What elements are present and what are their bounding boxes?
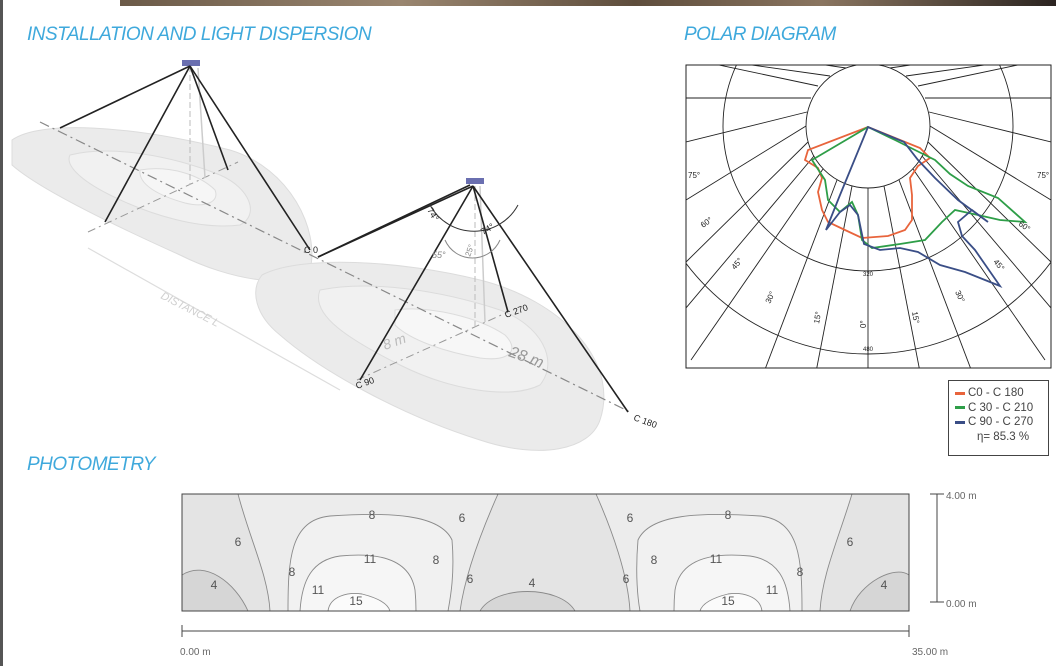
legend-swatch-blue: [955, 420, 965, 424]
legend-swatch-green: [955, 406, 965, 410]
legend-label: C0 - C 180: [968, 387, 1024, 400]
contour-label: 11: [710, 552, 723, 566]
polar-tick-30-right: 30°: [953, 289, 966, 304]
luminaire-left: [182, 60, 200, 66]
installation-diagram: C 0 C 90 C 270 C 180 74° 74° 55° 25° DIS…: [11, 60, 658, 451]
contour-label: 15: [721, 594, 735, 608]
contour-label: 8: [725, 508, 732, 522]
contour-label: 8: [797, 565, 804, 579]
contour-label: 8: [651, 553, 658, 567]
contour-label: 11: [364, 552, 377, 566]
polar-tick-60-left: 60°: [699, 215, 714, 229]
polar-frame: [685, 64, 1052, 369]
polar-ring-value-480: 480: [863, 347, 874, 353]
x-axis-start: 0.00 m: [180, 647, 211, 658]
y-axis-bottom: 0.00 m: [946, 599, 977, 610]
polar-tick-75-left: 75°: [688, 171, 700, 180]
contour-label: 6: [627, 511, 634, 525]
contour-label: 4: [881, 578, 888, 592]
polar-tick-0: 0°: [859, 320, 868, 328]
contour-label: 6: [623, 572, 630, 586]
polar-tick-45-left: 45°: [730, 256, 745, 271]
distance-label: DISTANCE L: [159, 290, 221, 330]
plane-label-c0: C 0: [304, 245, 318, 255]
polar-tick-45-right: 45°: [991, 258, 1006, 273]
header-photo-strip: [120, 0, 1056, 6]
isolux-area: [182, 494, 909, 611]
polar-curve-c30-c210: [810, 125, 1028, 249]
contour-label: 6: [467, 572, 474, 586]
contour-label: 11: [766, 583, 779, 597]
angle-label-tilt: 25°: [463, 243, 476, 257]
y-axis-top: 4.00 m: [946, 491, 977, 502]
contour-label: 6: [847, 535, 854, 549]
polar-tick-30-left: 30°: [764, 290, 777, 305]
contour-label: 8: [433, 553, 440, 567]
legend-item-c90-c270: C 90 - C 270: [955, 415, 1048, 430]
polar-tick-60-right: 60°: [1017, 219, 1032, 233]
legend-swatch-orange: [955, 391, 965, 395]
polar-curve-c0-c180: [803, 126, 932, 239]
luminaire-right: [466, 178, 484, 184]
polar-tick-75-right: 75°: [1037, 171, 1049, 180]
legend-item-c30-c210: C 30 - C 210: [955, 401, 1048, 416]
efficiency-value: η= 85.3 %: [977, 430, 1030, 443]
angle-label-inner: 55°: [432, 250, 446, 260]
contour-label: 8: [369, 508, 376, 522]
legend-label: C 30 - C 210: [968, 401, 1034, 414]
polar-ring-value-320: 320: [863, 272, 874, 278]
light-dispersion-area-left: [11, 127, 313, 282]
polar-tick-15-right: 15°: [910, 311, 921, 324]
legend-label: C 90 - C 270: [968, 416, 1034, 429]
contour-label: 6: [459, 511, 466, 525]
angle-label-left: 74°: [425, 206, 441, 223]
polar-curve-c90-c270: [825, 125, 1003, 288]
plane-label-c180: C 180: [632, 412, 658, 430]
polar-heading: POLAR DIAGRAM: [684, 24, 836, 45]
isolux-frame: [181, 493, 910, 612]
contour-label: 8: [289, 565, 296, 579]
legend-item-c0-c180: C0 - C 180: [955, 386, 1048, 401]
contour-label: 4: [529, 576, 536, 590]
contour-label: 11: [312, 583, 325, 597]
contour-label: 6: [235, 535, 242, 549]
contour-label: 15: [349, 594, 363, 608]
photometry-heading: PHOTOMETRY: [27, 454, 156, 475]
x-axis-end: 35.00 m: [912, 647, 948, 658]
left-rule: [0, 0, 3, 666]
light-dispersion-area-right: [255, 261, 605, 451]
installation-heading: INSTALLATION AND LIGHT DISPERSION: [27, 24, 372, 45]
width-dimension: 8 m: [381, 330, 409, 353]
polar-legend: C0 - C 180 C 30 - C 210 C 90 - C 270 η= …: [948, 380, 1049, 456]
contour-label: 4: [211, 578, 218, 592]
polar-tick-15-left: 15°: [812, 311, 823, 324]
